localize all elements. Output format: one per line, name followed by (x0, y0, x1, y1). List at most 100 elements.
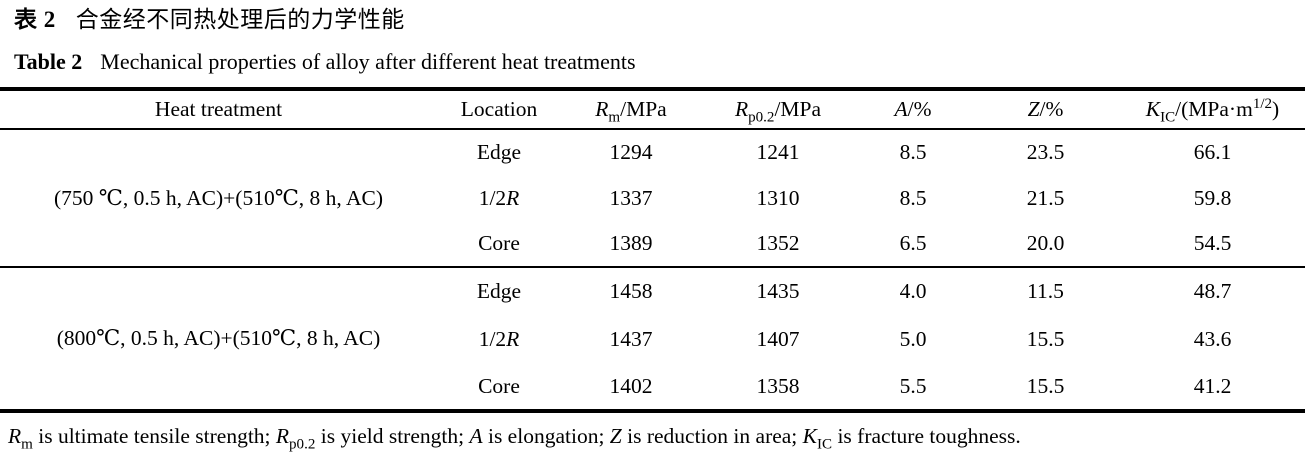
cell-rm: 1389 (609, 231, 653, 255)
location-text: 1/2 (478, 326, 507, 351)
caption-en-text: Mechanical properties of alloy after dif… (100, 49, 636, 74)
cell-rm: 1402 (609, 373, 653, 398)
location-text: Edge (476, 140, 522, 164)
rp-subscript: p0.2 (748, 109, 775, 126)
cell-kic: 54.5 (1193, 231, 1232, 255)
footnote-a-symbol: A (469, 424, 483, 448)
col-header-kic: KIC/(MPa·m1/2) (1120, 89, 1305, 129)
cell-z: 20.0 (1026, 231, 1065, 255)
cell-location: Core (437, 221, 561, 267)
caption-english: Table 2 Mechanical properties of alloy af… (14, 48, 1305, 76)
cell-kic: 48.7 (1193, 279, 1232, 303)
cell-z: 15.5 (1026, 326, 1065, 351)
location-text: Core (478, 231, 520, 255)
caption-cn-label: 表 2 (14, 7, 56, 32)
table-row: Core 1402 1358 5.5 15.5 41.2 (0, 363, 1305, 411)
cell-kic: 41.2 (1193, 373, 1232, 398)
cell-z: 23.5 (1026, 140, 1065, 164)
footnote-text: is fracture toughness. (832, 424, 1021, 448)
col-header-z: Z/% (971, 89, 1120, 129)
cell-a: 8.5 (899, 185, 927, 210)
treatment-group-750: (750 ℃, 0.5 h, AC)+(510℃, 8 h, AC) Edge … (0, 129, 1305, 267)
cell-location: Edge (437, 267, 561, 315)
footnote-text: is elongation; (482, 424, 610, 448)
table-row: 1/2R 1437 1407 5.0 15.5 43.6 (0, 315, 1305, 363)
cell-a: 5.0 (899, 326, 927, 351)
cell-kic: 66.1 (1193, 140, 1232, 164)
kic-symbol: K (1145, 97, 1161, 121)
footnote-rp-symbol: R (275, 424, 290, 448)
cell-a: 8.5 (899, 140, 927, 164)
col-header-heat-treatment: Heat treatment (0, 89, 437, 129)
cell-a: 5.5 (899, 373, 927, 398)
location-text: Core (478, 373, 520, 398)
rp-symbol: R (734, 97, 749, 121)
cell-rm: 1337 (609, 185, 653, 210)
location-italic: R (506, 185, 520, 210)
rm-subscript: m (608, 109, 621, 126)
footnote-rm-subscript: m (21, 436, 33, 453)
cell-z: 15.5 (1026, 373, 1065, 398)
z-symbol: Z (1027, 97, 1040, 121)
location-text: Edge (476, 279, 522, 303)
rm-unit: /MPa (620, 97, 667, 121)
footnote-text: is yield strength; (315, 424, 470, 448)
cell-z: 21.5 (1026, 185, 1065, 210)
treatment-text: (800℃, 0.5 h, AC)+(510℃, 8 h, AC) (56, 326, 381, 350)
a-symbol: A (894, 97, 908, 121)
location-label: Location (460, 97, 538, 121)
table-row: (800℃, 0.5 h, AC)+(510℃, 8 h, AC) Edge 1… (0, 267, 1305, 350)
cell-rp02: 1407 (756, 326, 800, 351)
mechanical-properties-table: Heat treatment Location Rm/MPa Rp0.2/MPa… (0, 87, 1305, 413)
footnote-z-symbol: Z (609, 424, 622, 448)
treatment-group-800: (800℃, 0.5 h, AC)+(510℃, 8 h, AC) Edge 1… (0, 267, 1305, 411)
table-footnote: Rm is ultimate tensile strength; Rp0.2 i… (8, 422, 1305, 453)
cell-a: 6.5 (899, 231, 927, 255)
z-unit: /% (1039, 97, 1064, 121)
cell-z: 11.5 (1027, 279, 1064, 303)
cell-rp02: 1435 (756, 279, 800, 303)
kic-superscript: 1/2 (1252, 95, 1273, 112)
col-header-location: Location (437, 89, 561, 129)
col-header-rm: Rm/MPa (561, 89, 701, 129)
footnote-kic-symbol: K (802, 424, 818, 448)
cell-a: 4.0 (899, 279, 927, 303)
table-header: Heat treatment Location Rm/MPa Rp0.2/MPa… (0, 89, 1305, 129)
cell-kic: 59.8 (1193, 185, 1232, 210)
rm-symbol: R (595, 97, 609, 121)
footnote-text: is reduction in area; (621, 424, 803, 448)
location-italic: R (506, 326, 520, 351)
footnote-kic-subscript: IC (817, 436, 833, 453)
kic-subscript: IC (1160, 109, 1176, 126)
cell-rm: 1458 (609, 279, 653, 303)
caption-en-label: Table 2 (14, 49, 83, 74)
footnote-rp-subscript: p0.2 (289, 436, 316, 453)
table-row: (750 ℃, 0.5 h, AC)+(510℃, 8 h, AC) Edge … (0, 129, 1305, 210)
caption-chinese: 表 2 合金经不同热处理后的力学性能 (14, 5, 1305, 35)
cell-rp02: 1352 (756, 231, 800, 255)
cell-location: Edge (437, 129, 561, 175)
footnote-text: is ultimate tensile strength; (32, 424, 276, 448)
treatment-text: (750 ℃, 0.5 h, AC)+(510℃, 8 h, AC) (54, 185, 383, 210)
cell-rp02: 1310 (756, 185, 800, 210)
col-header-rp02: Rp0.2/MPa (701, 89, 855, 129)
table-captions: 表 2 合金经不同热处理后的力学性能 Table 2 Mechanical prop… (0, 0, 1305, 76)
a-unit: /% (907, 97, 932, 121)
cell-rp02: 1358 (756, 373, 800, 398)
location-text: 1/2 (478, 185, 507, 210)
cell-location: 1/2R (437, 315, 561, 363)
kic-unit: /(MPa·m (1175, 97, 1253, 121)
cell-rp02: 1241 (756, 140, 800, 164)
cell-rm: 1437 (609, 326, 653, 351)
cell-kic: 43.6 (1193, 326, 1232, 351)
cell-location: 1/2R (437, 175, 561, 221)
cell-location: Core (437, 363, 561, 411)
cell-treatment: (800℃, 0.5 h, AC)+(510℃, 8 h, AC) (0, 267, 437, 411)
caption-cn-text: 合金经不同热处理后的力学性能 (75, 7, 405, 32)
heat-treatment-label: Heat treatment (154, 97, 283, 121)
footnote-rm-symbol: R (8, 424, 22, 448)
header-row: Heat treatment Location Rm/MPa Rp0.2/MPa… (0, 89, 1305, 129)
kic-unit-close: ) (1272, 97, 1280, 121)
table-row: Core 1389 1352 6.5 20.0 54.5 (0, 221, 1305, 267)
